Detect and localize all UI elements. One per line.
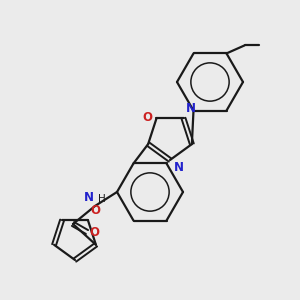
Text: O: O bbox=[142, 111, 152, 124]
Text: H: H bbox=[98, 194, 106, 204]
Text: O: O bbox=[90, 204, 100, 217]
Text: N: N bbox=[185, 102, 196, 116]
Text: O: O bbox=[89, 226, 99, 239]
Text: N: N bbox=[174, 161, 184, 174]
Text: N: N bbox=[84, 191, 94, 204]
